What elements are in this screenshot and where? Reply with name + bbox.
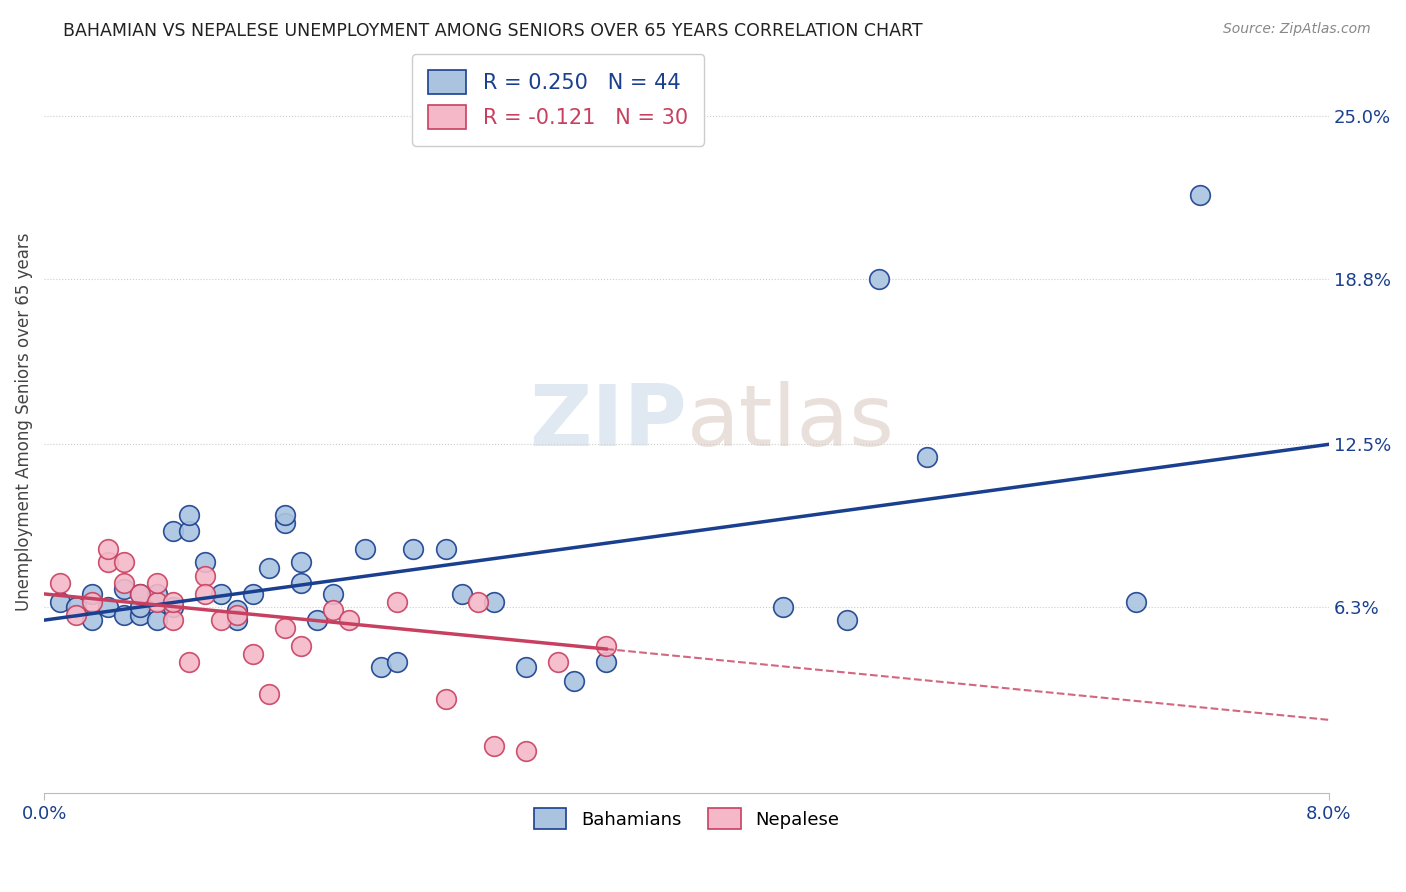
Point — [162, 613, 184, 627]
Point — [290, 576, 312, 591]
Point — [482, 739, 505, 753]
Point — [917, 450, 939, 465]
Point — [1125, 595, 1147, 609]
Point — [515, 744, 537, 758]
Point — [112, 607, 135, 622]
Point — [434, 542, 457, 557]
Point — [97, 542, 120, 557]
Point — [547, 655, 569, 669]
Point — [82, 613, 104, 627]
Point — [354, 542, 377, 557]
Point — [257, 560, 280, 574]
Point — [145, 587, 167, 601]
Point — [290, 640, 312, 654]
Point — [65, 607, 87, 622]
Point — [434, 691, 457, 706]
Point — [225, 607, 247, 622]
Point — [194, 587, 217, 601]
Point — [129, 587, 152, 601]
Text: Source: ZipAtlas.com: Source: ZipAtlas.com — [1223, 22, 1371, 37]
Point — [772, 600, 794, 615]
Point — [129, 600, 152, 615]
Point — [145, 576, 167, 591]
Point — [274, 516, 297, 530]
Point — [225, 602, 247, 616]
Text: atlas: atlas — [686, 381, 894, 464]
Point — [242, 587, 264, 601]
Point — [112, 556, 135, 570]
Point — [242, 647, 264, 661]
Point — [49, 576, 72, 591]
Point — [145, 613, 167, 627]
Point — [307, 613, 329, 627]
Point — [274, 621, 297, 635]
Point — [257, 687, 280, 701]
Point — [595, 655, 617, 669]
Point — [387, 655, 409, 669]
Point — [162, 524, 184, 538]
Point — [337, 613, 360, 627]
Point — [162, 600, 184, 615]
Point — [1189, 188, 1212, 202]
Point — [290, 556, 312, 570]
Point — [194, 568, 217, 582]
Point — [225, 613, 247, 627]
Point — [177, 524, 200, 538]
Point — [177, 655, 200, 669]
Point — [97, 556, 120, 570]
Point — [65, 600, 87, 615]
Point — [194, 556, 217, 570]
Point — [129, 587, 152, 601]
Point — [82, 595, 104, 609]
Point — [370, 660, 392, 674]
Point — [322, 602, 344, 616]
Point — [49, 595, 72, 609]
Legend: Bahamians, Nepalese: Bahamians, Nepalese — [527, 801, 846, 837]
Point — [595, 640, 617, 654]
Point — [274, 508, 297, 523]
Point — [482, 595, 505, 609]
Point — [467, 595, 489, 609]
Text: BAHAMIAN VS NEPALESE UNEMPLOYMENT AMONG SENIORS OVER 65 YEARS CORRELATION CHART: BAHAMIAN VS NEPALESE UNEMPLOYMENT AMONG … — [63, 22, 922, 40]
Point — [387, 595, 409, 609]
Point — [322, 587, 344, 601]
Point — [129, 607, 152, 622]
Point — [868, 272, 890, 286]
Point — [145, 595, 167, 609]
Text: ZIP: ZIP — [529, 381, 686, 464]
Y-axis label: Unemployment Among Seniors over 65 years: Unemployment Among Seniors over 65 years — [15, 233, 32, 611]
Point — [835, 613, 858, 627]
Point — [177, 508, 200, 523]
Point — [402, 542, 425, 557]
Point — [209, 613, 232, 627]
Point — [562, 673, 585, 688]
Point — [450, 587, 472, 601]
Point — [112, 582, 135, 596]
Point — [162, 595, 184, 609]
Point — [209, 587, 232, 601]
Point — [97, 600, 120, 615]
Point — [82, 587, 104, 601]
Point — [112, 576, 135, 591]
Point — [515, 660, 537, 674]
